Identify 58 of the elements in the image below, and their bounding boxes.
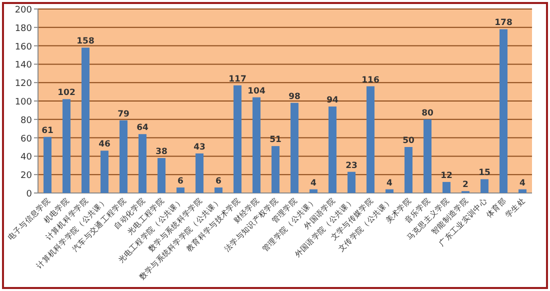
data-label: 104 (248, 86, 266, 96)
y-tick-label: 80 (20, 116, 32, 126)
data-label: 178 (494, 18, 512, 28)
bar (480, 179, 488, 193)
bar (214, 187, 222, 193)
data-label: 61 (42, 126, 54, 136)
data-label: 64 (136, 123, 148, 134)
data-label: 43 (194, 142, 206, 152)
bar (100, 150, 108, 193)
bar (252, 97, 260, 193)
bar (176, 187, 184, 193)
data-label: 6 (216, 176, 222, 186)
bar (404, 147, 412, 193)
bar (328, 106, 336, 193)
bar (310, 189, 318, 193)
y-tick-label: 40 (20, 152, 32, 163)
y-tick-label: 120 (14, 79, 32, 90)
y-tick-label: 100 (14, 98, 32, 108)
y-tick-label: 200 (14, 6, 32, 16)
data-label: 51 (270, 135, 282, 146)
bar (386, 189, 394, 193)
data-label: 80 (422, 108, 434, 118)
data-label: 158 (76, 36, 94, 47)
bar (234, 85, 242, 193)
data-label: 102 (58, 88, 76, 98)
bar (290, 102, 298, 193)
bar (424, 119, 432, 193)
bar (500, 29, 508, 193)
y-tick-label: 0 (26, 190, 32, 200)
data-label: 50 (402, 136, 414, 146)
data-label: 2 (462, 180, 469, 190)
bar (272, 146, 280, 193)
bar (366, 86, 374, 193)
data-label: 6 (178, 176, 184, 186)
bar (158, 158, 166, 193)
bar (196, 153, 204, 193)
bar (518, 189, 526, 193)
y-tick-label: 20 (20, 171, 32, 182)
data-label: 4 (520, 178, 526, 188)
data-label: 46 (98, 140, 110, 150)
data-label: 79 (118, 109, 130, 120)
y-tick-label: 180 (14, 24, 32, 34)
bar (62, 99, 70, 193)
bar (120, 120, 128, 193)
bar (138, 134, 146, 193)
data-label: 38 (156, 147, 168, 158)
bar (44, 136, 52, 193)
data-label: 4 (310, 178, 317, 188)
y-tick-label: 140 (14, 60, 32, 71)
y-tick-label: 160 (14, 42, 32, 52)
bar (82, 48, 90, 193)
bar (442, 182, 450, 193)
data-label: 4 (386, 178, 393, 188)
data-label: 98 (288, 92, 300, 102)
bar (348, 172, 356, 193)
data-label: 23 (346, 160, 358, 171)
data-label: 117 (228, 74, 246, 84)
y-tick-label: 60 (20, 134, 32, 144)
